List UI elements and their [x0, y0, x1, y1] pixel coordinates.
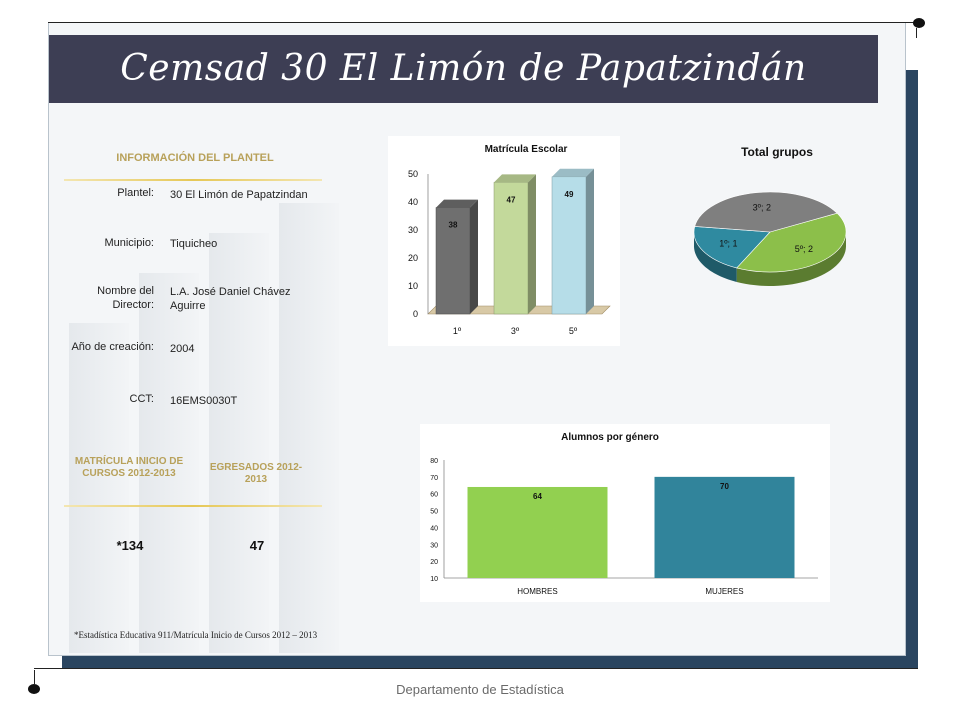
y-tick-label: 20: [430, 559, 438, 566]
corner-dot: [913, 18, 925, 28]
x-tick-label: 1º: [453, 326, 462, 336]
footer-department: Departamento de Estadística: [396, 682, 564, 697]
top-rule: [48, 22, 918, 23]
x-tick-label: 3º: [511, 326, 520, 336]
y-tick-label: 40: [408, 197, 418, 207]
plantel-value: 30 El Limón de Papatzindan: [170, 189, 308, 201]
chart-alumnos-genero: Alumnos por género 64 70 10 20 30 40 50 60 70 80 H…: [420, 424, 830, 602]
pie-slice-label: 1º; 1: [719, 239, 737, 249]
y-tick-label: 30: [430, 542, 438, 549]
bar: [467, 486, 608, 578]
pie-slice-side: [694, 232, 737, 282]
page-title: Cemsad 30 El Limón de Papatzindán: [120, 48, 807, 89]
municipio-value: Tiquicheo: [170, 238, 218, 250]
chart-title: Matrícula Escolar: [485, 144, 568, 155]
matricula-heading: MATRÍCULA INICIO DE CURSOS 2012-2013: [74, 456, 184, 479]
matricula-value: *134: [116, 538, 144, 553]
pie-slice-label: 5º; 2: [795, 244, 813, 254]
x-tick-label: MUJERES: [705, 587, 743, 596]
bar-side: [528, 174, 536, 314]
y-tick-label: 10: [408, 281, 418, 291]
y-tick-label: 0: [413, 309, 418, 319]
bar-data-label: 49: [565, 190, 574, 199]
corner-rule: [34, 670, 35, 684]
background-decoration: [139, 273, 199, 653]
bar: [493, 182, 529, 315]
chart-title: Alumnos por género: [561, 432, 659, 443]
director-label: Nombre del Director:: [97, 285, 154, 311]
y-tick-label: 50: [430, 509, 438, 516]
bar-data-label: 47: [507, 195, 516, 204]
y-tick-label: 70: [430, 475, 438, 482]
chart-title: Total grupos: [741, 145, 813, 159]
bar-top: [494, 174, 536, 183]
director-value: L.A. José Daniel Chávez Aguirre: [170, 286, 291, 312]
y-tick-label: 40: [430, 525, 438, 532]
background-decoration: [69, 323, 129, 653]
egresados-heading: EGRESADOS 2012-2013: [209, 462, 303, 485]
pie-slice-label: 3º; 2: [753, 203, 771, 213]
bar-top: [436, 199, 478, 208]
bar-top: [552, 168, 594, 177]
pie-slice: [693, 226, 771, 269]
bar-data-label: 70: [720, 482, 729, 491]
corner-rule: [916, 28, 917, 38]
y-tick-label: 80: [430, 458, 438, 465]
bar-data-label: 38: [449, 221, 458, 230]
title-bar: [49, 35, 878, 103]
pie-slice: [736, 212, 847, 273]
cct-label: CCT:: [129, 393, 154, 405]
cct-value: 16EMS0030T: [170, 395, 238, 407]
bar-side: [586, 168, 594, 314]
creacion-value: 2004: [170, 343, 195, 355]
x-tick-label: 5º: [569, 326, 578, 336]
pie-slice-side: [736, 232, 846, 286]
x-tick-label: HOMBRES: [517, 587, 557, 596]
plantel-label: Plantel:: [117, 187, 154, 199]
bar-side: [470, 199, 478, 314]
creacion-label: Año de creación:: [71, 341, 154, 353]
footnote: *Estadística Educativa 911/Matrícula Ini…: [74, 630, 318, 640]
egresados-value: 47: [249, 538, 265, 553]
y-tick-label: 50: [408, 169, 418, 179]
background-decoration: [209, 233, 269, 653]
y-tick-label: 60: [430, 492, 438, 499]
corner-dot: [28, 684, 40, 694]
pie-slice: [694, 191, 838, 233]
bar-data-label: 64: [533, 492, 542, 501]
bar: [435, 207, 471, 315]
bar: [654, 476, 795, 578]
gold-divider: [64, 505, 322, 507]
gold-divider: [64, 179, 322, 181]
chart-matricula-escolar: Matrícula Escolar 38 47 49 0 10 20 30 40 50 1º 3º 5…: [388, 136, 620, 346]
chart-total-grupos: Total grupos 5º; 2 1º; 1 3º; 2: [693, 145, 847, 286]
bottom-rule: [34, 668, 918, 669]
bar: [551, 176, 587, 315]
info-heading: INFORMACIÓN DEL PLANTEL: [116, 152, 274, 164]
y-tick-label: 20: [408, 253, 418, 263]
municipio-label: Municipio:: [104, 237, 154, 249]
y-tick-label: 30: [408, 225, 418, 235]
background-decoration: [279, 203, 339, 653]
y-tick-label: 10: [430, 576, 438, 583]
